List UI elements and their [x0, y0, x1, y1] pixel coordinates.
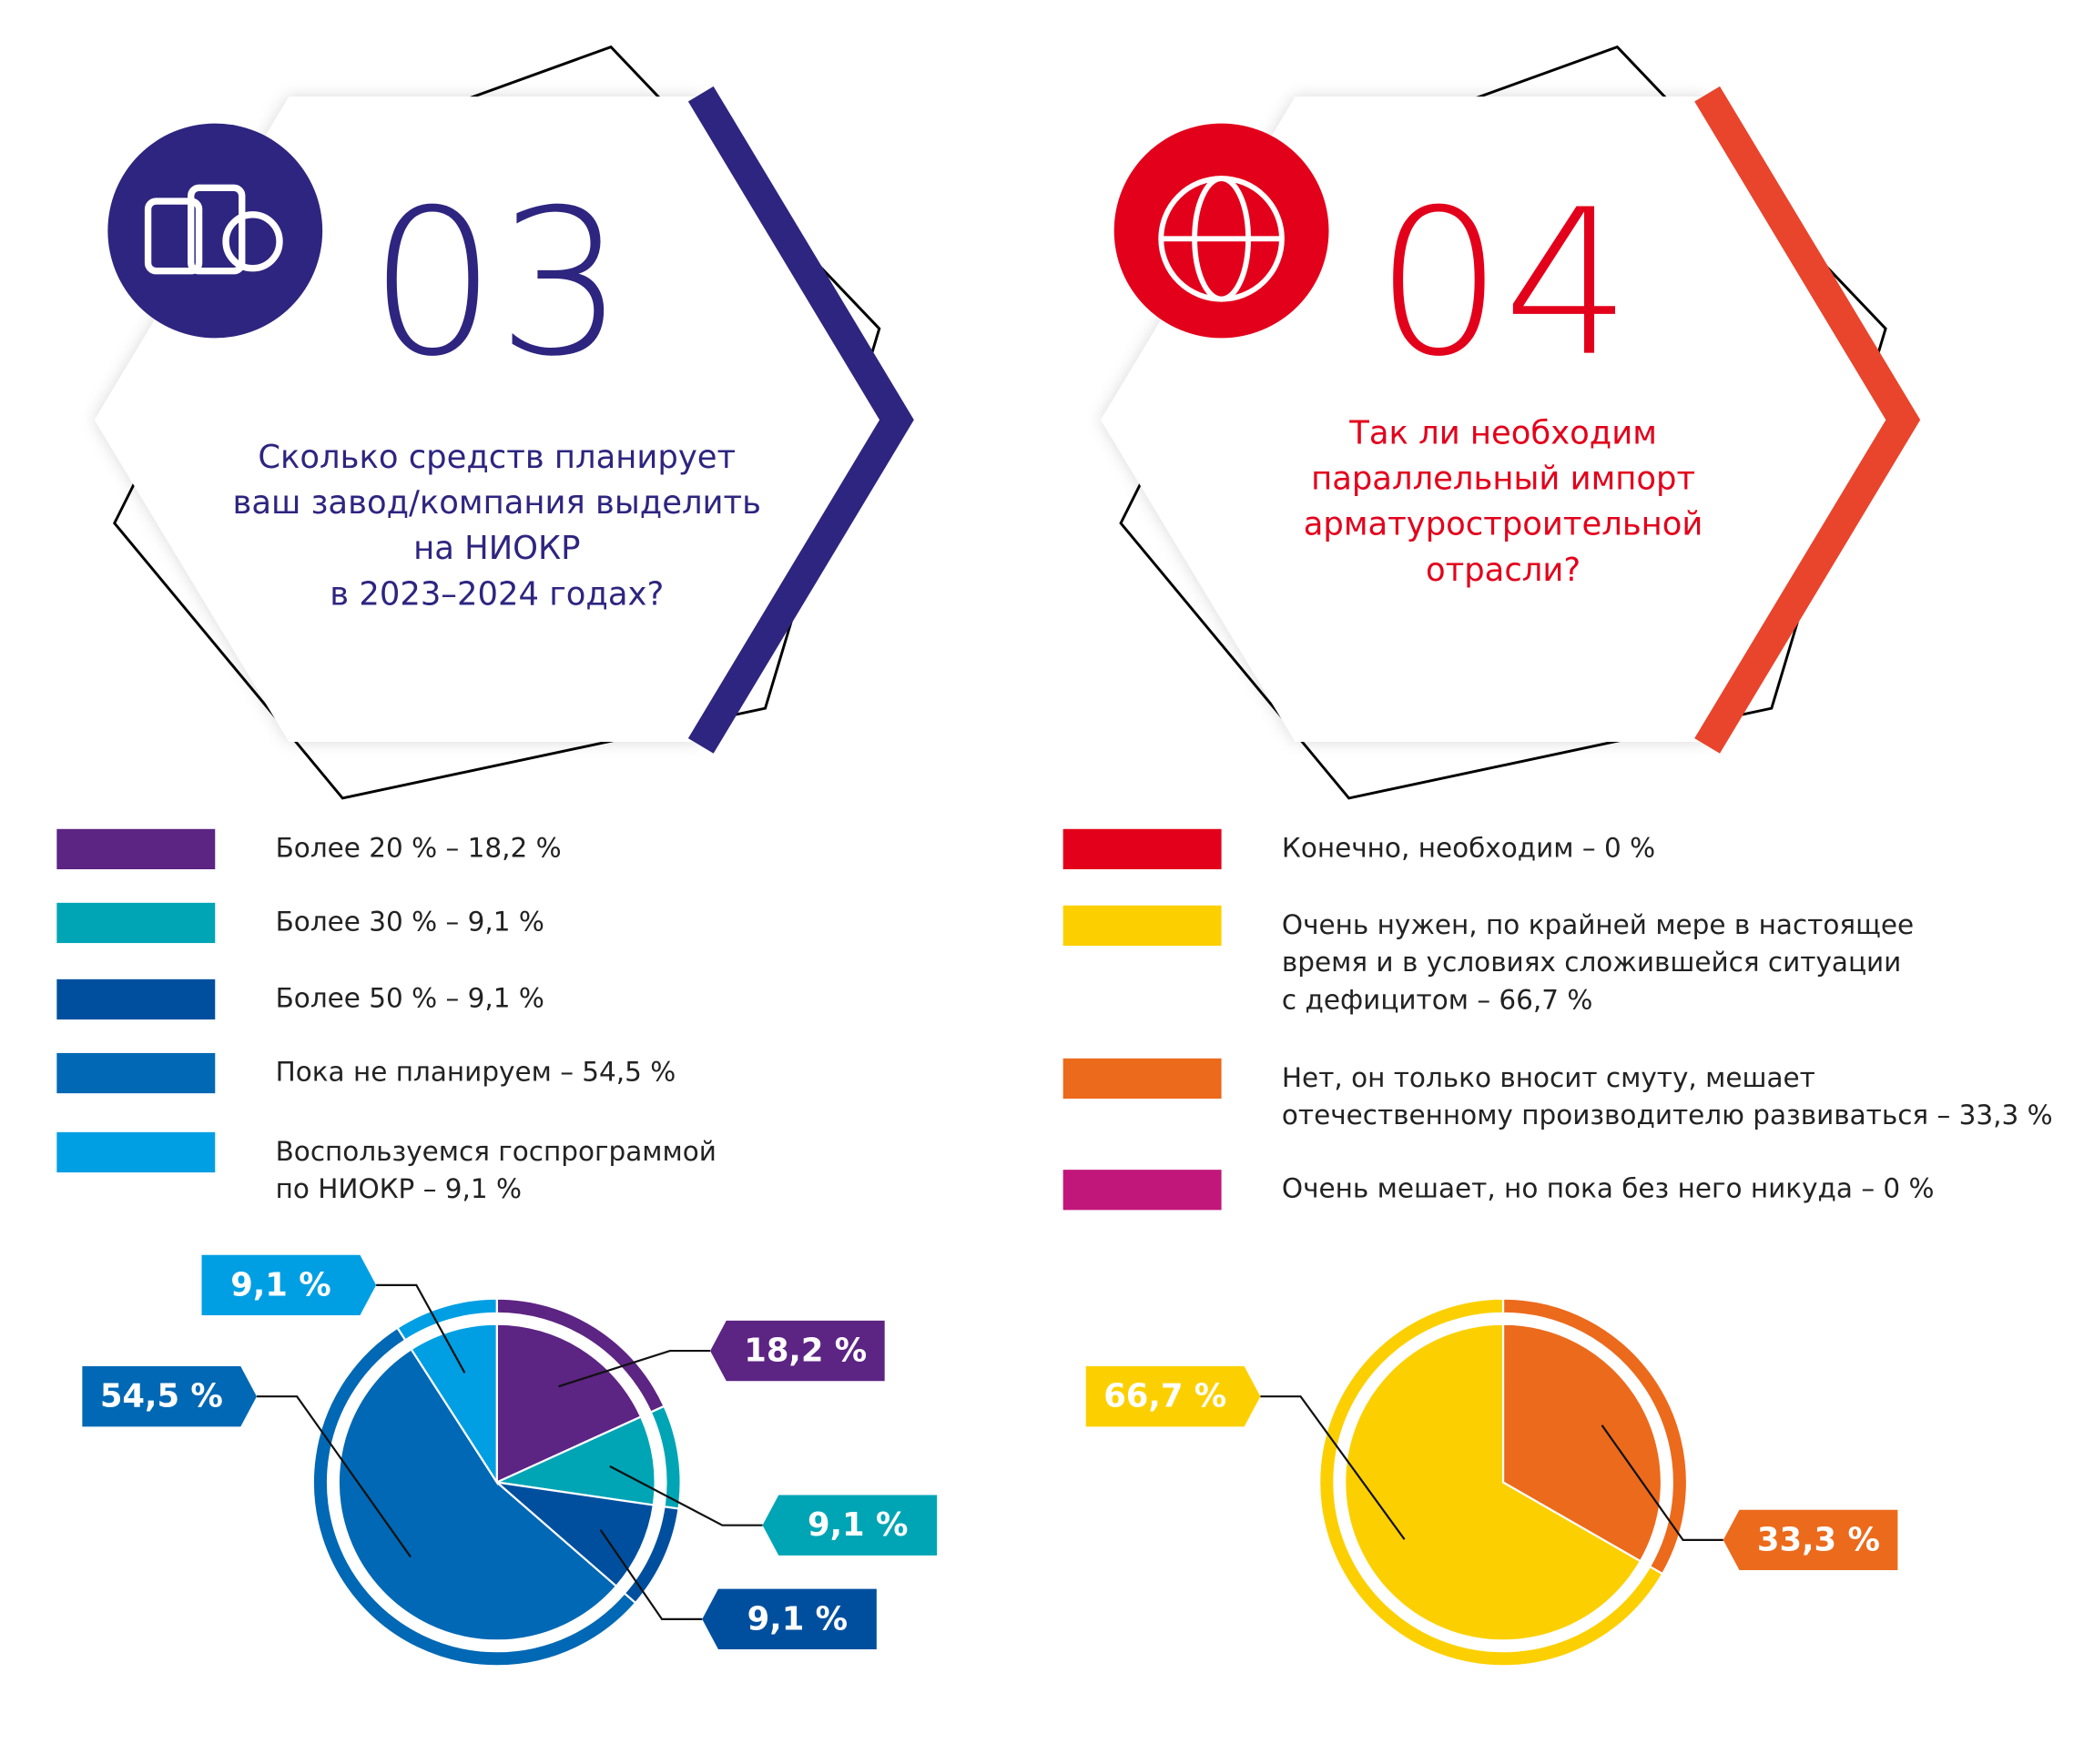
- pie-slice: [493, 1414, 656, 1506]
- leader-line: [376, 1283, 466, 1374]
- leader-line: [1260, 1395, 1406, 1540]
- pie-slice: [337, 1347, 618, 1642]
- legend-label: Очень мешает, но пока без него никуда – …: [1282, 1173, 1935, 1204]
- label-tag: [762, 1495, 938, 1556]
- legend-swatch: [1062, 1058, 1222, 1100]
- ring-segment: [395, 1297, 498, 1342]
- legend-label: Более 20 % – 18,2 %: [276, 832, 562, 863]
- stripe: [1694, 86, 1921, 754]
- question: Так ли необходим параллельный импорт армат…: [1304, 414, 1703, 588]
- data-label: 9,1 %: [747, 1600, 848, 1637]
- label-tag: [702, 1588, 877, 1649]
- label-tag: [1085, 1366, 1261, 1427]
- pie-slice: [493, 1480, 656, 1588]
- leader-line: [558, 1349, 711, 1388]
- data-label: 18,2 %: [744, 1333, 867, 1370]
- label-tag: [82, 1366, 257, 1427]
- icon-glyph: [1158, 176, 1285, 302]
- pie-slice: [495, 1323, 643, 1485]
- data-label: 66,7 %: [1103, 1378, 1226, 1415]
- number: 03: [369, 167, 625, 401]
- legend-label: Воспользуемся госпрограммой по НИОКР – 9,…: [276, 1135, 717, 1203]
- legend-label: Конечно, необходим – 0 %: [1282, 832, 1655, 863]
- icon-globe: [1113, 123, 1329, 339]
- pie-slice: [1344, 1323, 1642, 1642]
- pie-slice: [1501, 1323, 1663, 1563]
- leader-line: [1601, 1424, 1723, 1541]
- stripe: [687, 86, 914, 754]
- leader-line: [599, 1529, 703, 1620]
- label-tag: [1723, 1509, 1898, 1571]
- data-label: 9,1 %: [808, 1506, 908, 1544]
- legend-swatch: [56, 978, 216, 1020]
- icon-coins: [107, 123, 323, 339]
- data-label: 54,5 %: [100, 1378, 223, 1415]
- legend-swatch: [1062, 828, 1222, 869]
- question: Сколько средств планирует ваш завод/компа…: [233, 439, 761, 613]
- legend-swatch: [56, 902, 216, 944]
- legend-label: Более 30 % – 9,1 %: [276, 906, 544, 937]
- legend-label: Очень нужен, по крайней мере в настоящее…: [1282, 908, 1914, 1015]
- legend-label: Пока не планируем – 54,5 %: [276, 1057, 676, 1088]
- ring-segment: [1501, 1297, 1689, 1576]
- data-label: 33,3 %: [1757, 1521, 1880, 1558]
- label-tag: [201, 1254, 377, 1316]
- legend-swatch: [56, 1131, 216, 1173]
- panel-left: [94, 45, 914, 800]
- pie-slice: [410, 1323, 498, 1486]
- legend-label: Более 50 % – 9,1 %: [276, 982, 544, 1013]
- number: 04: [1375, 167, 1631, 401]
- panel-right: [1100, 45, 1921, 800]
- legend-swatch: [1062, 1170, 1222, 1211]
- leader-line: [256, 1395, 412, 1558]
- icon-glyph: [144, 184, 283, 275]
- leader-line: [609, 1465, 763, 1526]
- data-label: 9,1 %: [230, 1266, 330, 1303]
- legend-label: Нет, он только вносит смуту, мешает отече…: [1282, 1061, 2053, 1130]
- label-tag: [710, 1320, 885, 1382]
- legend-swatch: [56, 828, 216, 869]
- legend-swatch: [1062, 905, 1222, 947]
- legend-swatch: [56, 1052, 216, 1094]
